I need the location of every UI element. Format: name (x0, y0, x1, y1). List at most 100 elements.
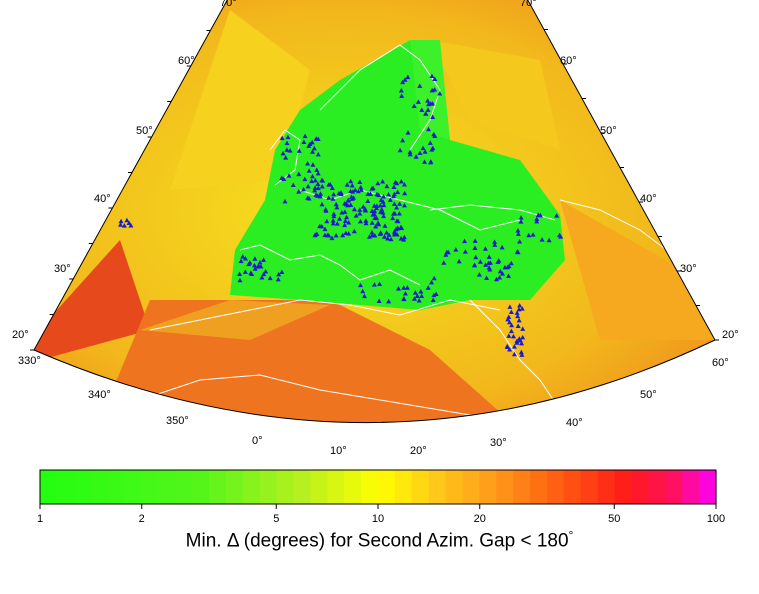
station-marker (261, 271, 267, 277)
station-marker (309, 178, 315, 184)
station-marker (351, 228, 357, 234)
station-marker (520, 334, 526, 340)
station-marker (366, 234, 372, 239)
station-marker (121, 223, 127, 228)
station-marker (267, 275, 273, 281)
station-marker (482, 246, 488, 251)
station-marker (420, 145, 426, 151)
parallel-labels-left: 20° 30° 40° 50° 60° 70° (12, 0, 237, 341)
station-marker (263, 269, 269, 274)
meridian-label: 330° (18, 355, 41, 367)
station-marker (392, 231, 398, 237)
station-marker (282, 198, 288, 204)
station-marker (556, 232, 562, 238)
station-marker (326, 233, 332, 238)
station-marker (507, 346, 513, 352)
station-marker (386, 298, 392, 304)
station-marker (246, 261, 252, 267)
station-marker (402, 77, 408, 82)
colorbar-title-degree: ° (568, 528, 574, 542)
station-marker (398, 236, 404, 241)
colorbar-cell (107, 470, 126, 504)
station-marker (401, 237, 407, 242)
station-marker (285, 134, 291, 140)
station-marker (391, 229, 397, 234)
parallel-label: 60° (560, 55, 577, 67)
station-marker (515, 227, 521, 233)
station-marker (472, 238, 478, 243)
station-marker (275, 276, 281, 282)
station-marker (314, 167, 320, 173)
station-marker (511, 344, 517, 349)
station-marker (462, 249, 468, 254)
meridian-label: 10° (330, 445, 347, 457)
station-marker (535, 212, 541, 218)
station-marker (334, 221, 340, 226)
station-marker (401, 296, 407, 301)
colorbar-tick-label: 50 (608, 513, 620, 525)
station-marker (370, 185, 376, 191)
parallel-label: 30° (680, 263, 697, 275)
station-marker (334, 204, 340, 210)
station-marker (363, 218, 369, 223)
station-marker (507, 319, 513, 325)
station-marker (312, 187, 318, 193)
north-africa-zone (140, 300, 330, 340)
station-marker (315, 193, 321, 198)
station-marker (363, 220, 369, 226)
station-marker (494, 276, 500, 282)
station-marker (261, 257, 267, 262)
station-marker (375, 180, 381, 186)
colorbar-cell (276, 470, 295, 504)
station-marker (472, 245, 478, 250)
station-marker (339, 210, 345, 215)
colorbar-cell (40, 470, 58, 504)
station-marker (391, 201, 397, 206)
station-marker (394, 218, 400, 223)
station-marker (369, 220, 375, 225)
station-marker (390, 215, 396, 221)
station-marker (476, 272, 482, 277)
meridian-label: 40° (566, 417, 583, 429)
station-marker (384, 183, 390, 189)
station-marker (519, 306, 525, 311)
station-marker (296, 148, 302, 153)
frame-ticks (30, 29, 719, 351)
colorbar-cell (597, 470, 616, 504)
station-marker (473, 254, 479, 260)
colorbar-cell (361, 470, 379, 504)
colorbar-tick-label: 1 (37, 513, 43, 525)
meridian-label: 20° (410, 445, 427, 457)
station-marker (506, 314, 512, 319)
station-marker (486, 265, 492, 270)
colorbar-cell (56, 470, 75, 504)
station-marker (342, 218, 348, 223)
station-marker (237, 271, 243, 277)
map-frame (33, 0, 716, 424)
station-marker (338, 191, 344, 197)
station-marker (242, 269, 248, 274)
station-marker (483, 262, 489, 267)
colorbar-cell (445, 470, 464, 504)
colorbar-cell (394, 470, 413, 504)
meridian-label: 0° (252, 435, 263, 447)
station-marker (423, 110, 429, 116)
station-marker (238, 258, 244, 264)
station-marker (381, 213, 387, 219)
station-marker (345, 198, 351, 203)
station-marker (497, 275, 503, 280)
station-marker (377, 202, 383, 208)
station-marker (416, 297, 422, 303)
station-marker (401, 182, 407, 187)
colorbar-cell (462, 470, 480, 504)
station-marker (453, 247, 459, 252)
station-marker (237, 277, 243, 283)
parallel-label: 20° (12, 329, 29, 341)
station-marker (534, 216, 540, 221)
station-marker (519, 352, 525, 357)
station-marker (515, 313, 521, 319)
station-marker (310, 162, 316, 167)
station-marker (314, 231, 320, 237)
station-marker (395, 189, 401, 194)
station-marker (401, 234, 407, 240)
